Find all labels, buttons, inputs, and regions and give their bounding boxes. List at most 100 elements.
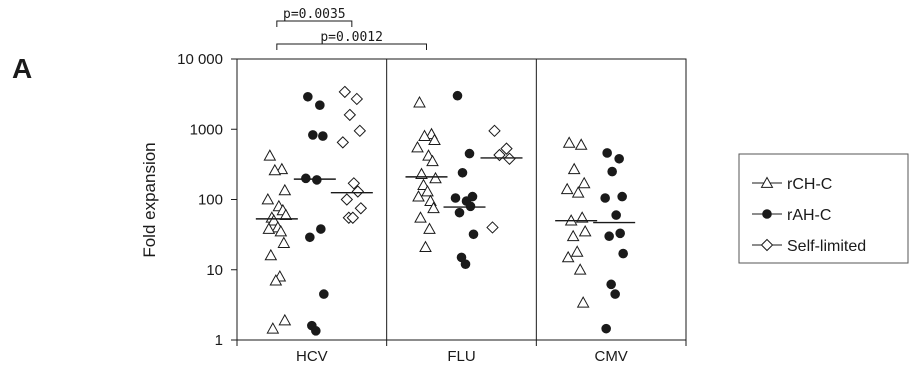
point-hcv-rCH [263, 149, 277, 161]
point-hcv-self [347, 177, 361, 190]
legend-label-rCH: rCH-C [787, 176, 832, 193]
point-flu-rCH [412, 190, 425, 202]
point-flu-rAH [454, 207, 465, 218]
point-flu-rAH [460, 259, 471, 269]
point-cmv-rCH [562, 136, 576, 148]
point-cmv-rAH [618, 248, 628, 259]
point-cmv-rAH [611, 210, 621, 220]
comparison-bracket [276, 20, 353, 27]
y-tick-label: 100 [198, 192, 223, 209]
point-hcv-rCH [269, 274, 283, 286]
point-flu-rCH [415, 167, 428, 179]
legend-label-self: Self-limited [787, 238, 866, 255]
point-hcv-self [343, 108, 357, 122]
point-flu-rCH [421, 184, 434, 197]
point-hcv-rCH [274, 224, 288, 237]
point-cmv-rAH [601, 323, 611, 334]
legend-marker-self [760, 238, 774, 252]
y-tick-label: 1 [215, 332, 223, 349]
y-tick-label: 10 [206, 262, 223, 279]
point-flu-rAH [464, 148, 475, 159]
legend-marker-rCH [760, 176, 774, 188]
point-cmv-rCH [576, 296, 590, 308]
point-cmv-rCH [567, 162, 581, 175]
point-flu-rCH [411, 140, 424, 153]
point-cmv-rAH [614, 153, 624, 164]
point-flu-rAH [450, 193, 461, 203]
point-cmv-rCH [570, 245, 584, 257]
point-cmv-rAH [604, 231, 614, 242]
point-hcv-rAH [308, 130, 318, 140]
point-cmv-rAH [607, 166, 617, 177]
point-flu-rCH [426, 154, 439, 167]
point-hcv-rAH [303, 91, 313, 102]
y-tick-label: 1000 [190, 121, 223, 138]
point-flu-self [500, 142, 513, 155]
point-hcv-self [350, 92, 364, 106]
point-cmv-rCH [571, 186, 585, 198]
point-flu-rCH [428, 133, 441, 146]
legend-label-rAH: rAH-C [787, 207, 831, 224]
point-flu-rCH [423, 222, 436, 234]
point-hcv-rAH [319, 289, 329, 299]
point-flu-rAH [468, 229, 479, 240]
point-hcv-rAH [316, 224, 326, 234]
data-points [261, 85, 628, 336]
point-hcv-rCH [261, 192, 275, 205]
point-cmv-rAH [606, 279, 616, 290]
point-hcv-rAH [312, 175, 322, 185]
point-hcv-rAH [318, 131, 328, 141]
point-flu-rAH [452, 90, 463, 101]
comparison-bracket [276, 43, 427, 50]
point-hcv-rCH [278, 183, 292, 196]
point-flu-rCH [417, 178, 430, 191]
point-hcv-rAH [315, 100, 325, 110]
point-flu-rAH [465, 201, 476, 212]
point-flu-rAH [457, 167, 468, 178]
point-hcv-rAH [311, 326, 321, 336]
point-hcv-self [338, 85, 352, 99]
point-flu-self [503, 152, 516, 165]
point-cmv-rCH [561, 250, 575, 263]
point-hcv-rAH [305, 232, 315, 243]
x-category-label: FLU [447, 348, 475, 365]
point-hcv-rCH [277, 236, 291, 248]
point-cmv-rAH [600, 193, 610, 203]
point-cmv-rCH [575, 211, 589, 223]
point-cmv-rAH [610, 289, 620, 299]
point-hcv-rCH [264, 248, 278, 261]
point-cmv-rCH [573, 263, 587, 275]
p-value-label: p=0.0012 [320, 30, 383, 45]
point-cmv-rCH [574, 138, 588, 150]
median-lines [255, 157, 636, 224]
point-cmv-rCH [578, 224, 592, 237]
point-hcv-rAH [301, 173, 311, 184]
point-cmv-rAH [617, 191, 627, 202]
point-flu-self [488, 124, 501, 138]
point-flu-rCH [418, 129, 431, 141]
point-hcv-self [354, 202, 368, 215]
significance-brackets: p=0.0035 p=0.0012 [276, 7, 427, 50]
point-cmv-rCH [577, 176, 591, 189]
x-category-label: CMV [594, 348, 627, 365]
point-hcv-self [340, 193, 354, 206]
x-category-label: HCV [296, 348, 328, 365]
point-hcv-self [336, 136, 350, 149]
point-hcv-rCH [262, 222, 276, 234]
point-hcv-rCH [278, 313, 292, 326]
point-cmv-rAH [602, 148, 612, 158]
point-flu-self [486, 221, 499, 234]
point-hcv-self [351, 185, 365, 198]
point-hcv-self [346, 211, 360, 224]
legend: rCH-C rAH-C Self-limited [738, 153, 909, 264]
p-value-label: p=0.0035 [283, 7, 346, 22]
point-flu-rCH [413, 96, 426, 108]
point-hcv-rCH [267, 214, 281, 226]
panel-letter: A [12, 53, 32, 84]
point-cmv-rCH [566, 229, 580, 242]
point-flu-rCH [414, 211, 427, 223]
point-hcv-rCH [266, 322, 280, 334]
point-flu-rCH [429, 171, 442, 184]
y-tick-label: 10 000 [177, 51, 223, 68]
